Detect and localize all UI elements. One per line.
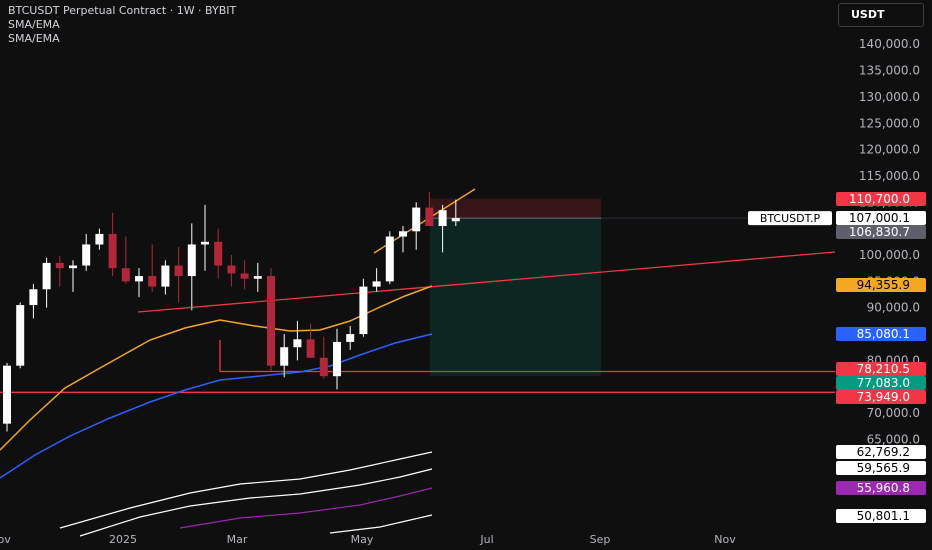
ma-white-line-3 <box>329 514 433 534</box>
candle[interactable] <box>372 281 381 287</box>
candle[interactable] <box>451 218 460 222</box>
price-label: 94,355.9 <box>857 278 910 292</box>
price-tick-label: 90,000.0 <box>867 301 920 315</box>
candle[interactable] <box>82 244 91 266</box>
ema-blue-line <box>0 333 433 479</box>
indicator-legend-1[interactable]: SMA/EMA <box>8 18 60 31</box>
candle[interactable] <box>227 265 236 274</box>
time-tick-label: May <box>351 533 374 546</box>
symbol-tag-bg[interactable] <box>748 211 832 226</box>
price-label-bg <box>836 461 926 475</box>
price-label: 59,565.9 <box>857 461 910 475</box>
candle[interactable] <box>95 233 104 245</box>
candle[interactable] <box>174 265 183 277</box>
candle[interactable] <box>148 276 157 287</box>
price-tick-label: 140,000.0 <box>859 37 920 51</box>
indicator-legend-2[interactable]: SMA/EMA <box>8 32 60 45</box>
candle[interactable] <box>201 241 209 245</box>
price-label-bg <box>836 327 926 341</box>
price-label-bg <box>836 390 926 404</box>
candle[interactable] <box>385 236 394 282</box>
trend-line[interactable] <box>137 251 836 313</box>
price-label-bg <box>836 509 926 523</box>
price-label-bg <box>836 376 926 390</box>
stop-zone[interactable] <box>430 198 601 219</box>
time-tick-label: Sep <box>590 533 611 546</box>
currency-button[interactable]: USDT <box>838 3 924 27</box>
candle[interactable] <box>240 273 249 279</box>
candle[interactable] <box>425 207 434 227</box>
candle[interactable] <box>346 334 355 342</box>
sma-orange-line <box>0 285 433 451</box>
price-label-bg <box>836 225 926 239</box>
candle[interactable] <box>55 262 64 269</box>
price-tick-label: 70,000.0 <box>867 406 920 420</box>
ma-purple-line <box>179 487 433 529</box>
price-label: 106,830.7 <box>849 225 910 239</box>
candlestick-series[interactable] <box>3 191 460 432</box>
price-label: 55,960.8 <box>857 481 910 495</box>
candle[interactable] <box>438 210 447 227</box>
candle[interactable] <box>399 231 407 237</box>
price-tick-label: 130,000.0 <box>859 90 920 104</box>
candle[interactable] <box>253 276 262 279</box>
candle[interactable] <box>69 265 77 269</box>
time-tick-label: Nov <box>0 533 11 546</box>
time-axis[interactable]: Nov 2025 Mar May Jul Sep Nov <box>0 533 736 546</box>
price-label-bg <box>836 362 926 376</box>
time-tick-label: Mar <box>227 533 248 546</box>
candle[interactable] <box>333 341 341 377</box>
price-label: 85,080.1 <box>857 327 910 341</box>
candle[interactable] <box>42 262 51 290</box>
candle[interactable] <box>359 286 368 335</box>
candle[interactable] <box>29 289 38 306</box>
price-tick-label: 115,000.0 <box>859 169 920 183</box>
candle[interactable] <box>16 305 25 366</box>
time-tick-label: 2025 <box>109 533 137 546</box>
symbol-tag[interactable]: BTCUSDT.P <box>760 212 821 225</box>
position-tool[interactable] <box>430 198 601 376</box>
price-tick-label: 135,000.0 <box>859 64 920 78</box>
candle[interactable] <box>121 268 130 282</box>
candle[interactable] <box>293 339 302 348</box>
support-line[interactable] <box>219 340 835 373</box>
price-tick-label: 120,000.0 <box>859 143 920 157</box>
price-label: 62,769.2 <box>857 445 910 459</box>
time-tick-label: Nov <box>714 533 736 546</box>
price-label: 77,083.0 <box>857 376 910 390</box>
price-label: 50,801.1 <box>857 509 910 523</box>
candle[interactable] <box>214 241 223 266</box>
candle[interactable] <box>108 233 117 269</box>
price-label: 78,210.5 <box>857 362 910 376</box>
candle[interactable] <box>3 365 11 424</box>
price-label-bg <box>836 445 926 459</box>
candle[interactable] <box>412 207 421 232</box>
price-label: 73,949.0 <box>857 390 910 404</box>
price-tick-label: 125,000.0 <box>859 116 920 130</box>
price-label-bg <box>836 192 926 206</box>
moving-averages <box>0 285 433 537</box>
ma-white-line-2 <box>79 468 433 537</box>
price-label-bg <box>836 211 926 225</box>
target-zone[interactable] <box>430 218 601 376</box>
price-label: 107,000.1 <box>849 211 910 225</box>
candle[interactable] <box>280 347 289 366</box>
time-tick-label: Jul <box>479 533 493 546</box>
price-tick-label: 100,000.0 <box>859 248 920 262</box>
price-tick-label: 65,000.0 <box>867 432 920 446</box>
symbol-title[interactable]: BTCUSDT Perpetual Contract · 1W · BYBIT <box>8 4 237 17</box>
ma-white-line-1 <box>59 451 433 529</box>
price-label: 110,700.0 <box>849 192 910 206</box>
candle[interactable] <box>267 276 275 366</box>
price-label-bg <box>836 278 926 292</box>
candle[interactable] <box>306 339 315 358</box>
candle[interactable] <box>187 244 196 277</box>
candle[interactable] <box>319 357 328 377</box>
price-label-bg <box>836 481 926 495</box>
candle[interactable] <box>161 265 170 287</box>
candle[interactable] <box>135 276 143 282</box>
